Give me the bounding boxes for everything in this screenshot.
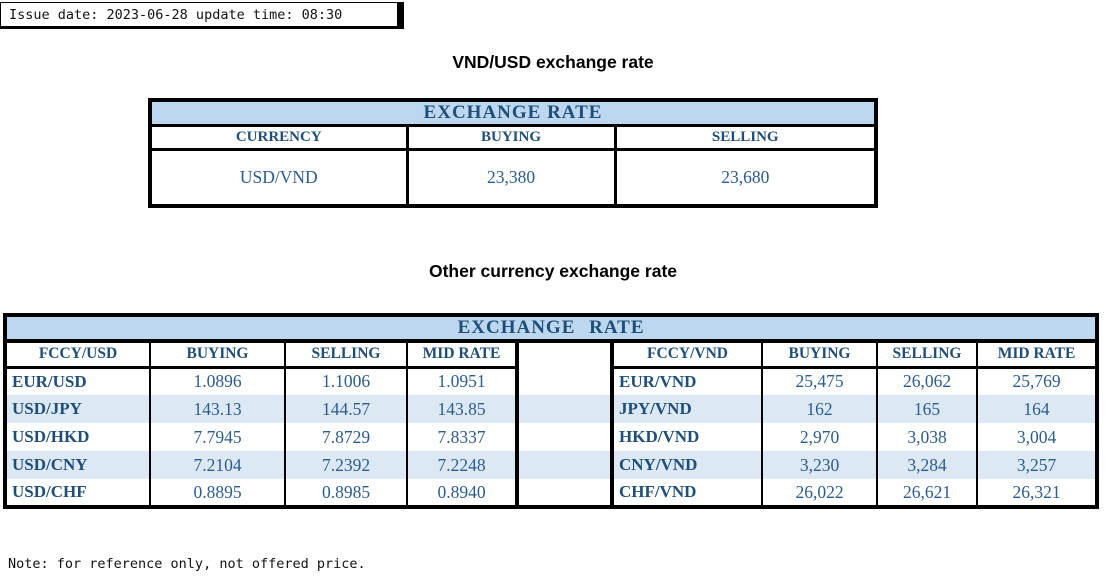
- buying-rate-cell: 7.7945: [149, 423, 285, 451]
- buying-rate-cell: 7.2104: [149, 451, 285, 479]
- mid-rate-cell: 0.8940: [406, 479, 517, 507]
- mid-rate-cell: 3,257: [975, 451, 1098, 479]
- column-header-buying: BUYING: [405, 125, 615, 151]
- selling-rate-cell: 1.1006: [284, 367, 407, 395]
- column-header-currency: CURRENCY: [150, 125, 407, 151]
- currency-pair-cell: CNY/VND: [611, 451, 762, 479]
- column-header-fccy-vnd: FCCY/VND: [611, 341, 762, 369]
- mid-rate-cell: 143.85: [406, 395, 517, 423]
- buying-rate-cell: 1.0896: [149, 367, 285, 395]
- other-currency-title: Other currency exchange rate: [428, 261, 678, 281]
- buying-rate-cell: 0.8895: [149, 479, 285, 507]
- currency-pair-cell: EUR/VND: [611, 367, 762, 395]
- currency-pair-cell: USD/VND: [239, 166, 318, 187]
- buying-rate-cell: 162: [761, 395, 877, 423]
- selling-rate-cell: 7.8729: [284, 423, 407, 451]
- column-header-buying-left: BUYING: [149, 341, 285, 369]
- spacer-cell: [515, 423, 614, 451]
- table-band-title: EXCHANGE RATE: [150, 100, 877, 127]
- table-row: EUR/USD 1.0896 1.1006 1.0951 EUR/VND 25,…: [5, 367, 1098, 395]
- spacer-cell: [515, 367, 614, 395]
- note-text: Note: for reference only, not offered pr…: [8, 556, 366, 572]
- column-header-midrate-left: MID RATE: [406, 341, 517, 369]
- column-header-fccy-usd: FCCY/USD: [5, 341, 150, 369]
- currency-pair-cell: EUR/USD: [12, 371, 87, 391]
- vnd-usd-table: EXCHANGE RATE CURRENCY BUYING SELLING US…: [148, 98, 879, 208]
- table-row: USD/CHF 0.8895 0.8985 0.8940 CHF/VND 26,…: [5, 479, 1098, 507]
- table-row: USD/CNY 7.2104 7.2392 7.2248 CNY/VND 3,2…: [5, 451, 1098, 479]
- table-row: USD/JPY 143.13 144.57 143.85 JPY/VND 162…: [5, 395, 1098, 423]
- buying-rate-cell: 143.13: [149, 395, 285, 423]
- spacer-cell: [515, 395, 614, 423]
- selling-rate-cell: 26,621: [876, 479, 977, 507]
- buying-rate-cell: 26,022: [761, 479, 877, 507]
- other-currency-table: EXCHANGE RATE FCCY/USD BUYING SELLING MI…: [3, 313, 1100, 509]
- table-band-title: EXCHANGE RATE: [5, 315, 1098, 343]
- selling-rate-cell: 23,680: [613, 149, 877, 206]
- buying-rate-cell: 2,970: [761, 423, 877, 451]
- buying-rate-cell: 23,380: [405, 149, 615, 206]
- selling-rate-cell: 3,038: [876, 423, 977, 451]
- currency-pair-cell: USD/CHF: [12, 482, 87, 501]
- issue-date-box: Issue date: 2023-06-28 update time: 08:3…: [0, 2, 404, 29]
- column-header-buying-right: BUYING: [761, 341, 877, 369]
- buying-rate-cell: 3,230: [761, 451, 877, 479]
- spacer-cell: [515, 479, 614, 507]
- spacer-header-cell: [515, 341, 614, 367]
- column-header-selling: SELLING: [613, 125, 877, 151]
- vnd-usd-title: VND/USD exchange rate: [452, 52, 654, 72]
- issue-date-text: Issue date: 2023-06-28 update time: 08:3…: [9, 6, 343, 23]
- column-header-selling-right: SELLING: [876, 341, 977, 369]
- mid-rate-cell: 7.2248: [406, 451, 517, 479]
- selling-rate-cell: 0.8985: [284, 479, 407, 507]
- currency-pair-cell: USD/HKD: [12, 427, 90, 446]
- currency-pair-cell: CHF/VND: [611, 479, 762, 507]
- column-header-selling-left: SELLING: [284, 341, 407, 369]
- mid-rate-cell: 26,321: [975, 479, 1098, 507]
- table-row: USD/VND 23,380 23,680: [150, 149, 877, 206]
- currency-pair-cell: HKD/VND: [611, 423, 762, 451]
- mid-rate-cell: 1.0951: [406, 367, 517, 395]
- currency-pair-cell: USD/JPY: [5, 395, 150, 423]
- currency-pair-cell: JPY/VND: [611, 395, 762, 423]
- buying-rate-cell: 25,475: [761, 367, 877, 395]
- selling-rate-cell: 165: [876, 395, 977, 423]
- selling-rate-cell: 7.2392: [284, 451, 407, 479]
- mid-rate-cell: 164: [975, 395, 1098, 423]
- column-header-midrate-right: MID RATE: [975, 341, 1098, 369]
- mid-rate-cell: 25,769: [975, 367, 1098, 395]
- mid-rate-cell: 7.8337: [406, 423, 517, 451]
- mid-rate-cell: 3,004: [975, 423, 1098, 451]
- selling-rate-cell: 26,062: [876, 367, 977, 395]
- selling-rate-cell: 144.57: [284, 395, 407, 423]
- spacer-cell: [515, 451, 614, 479]
- currency-pair-cell: USD/CNY: [5, 451, 150, 479]
- table-row: USD/HKD 7.7945 7.8729 7.8337 HKD/VND 2,9…: [5, 423, 1098, 451]
- selling-rate-cell: 3,284: [876, 451, 977, 479]
